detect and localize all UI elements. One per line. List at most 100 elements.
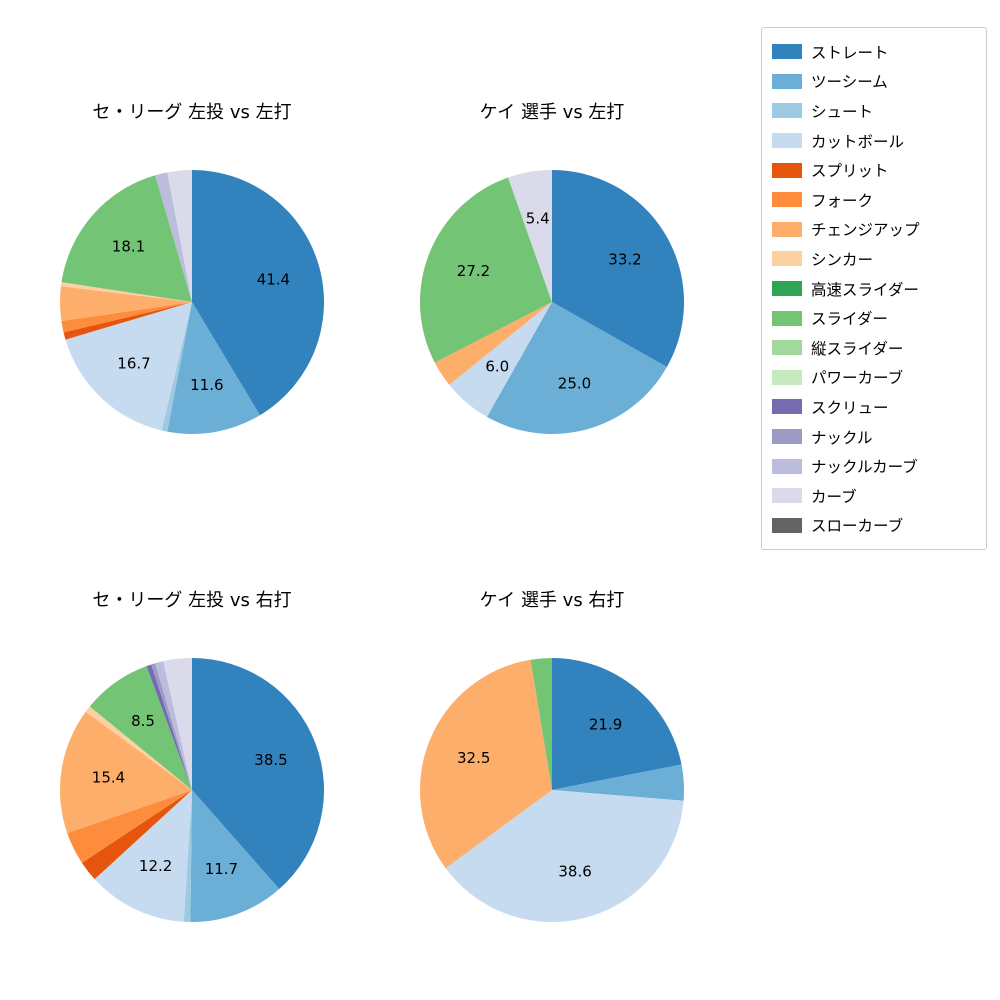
chart-title: ケイ 選手 vs 左打 — [479, 102, 625, 123]
slice-pct-label: 25.0 — [558, 374, 591, 392]
pie-slice — [434, 302, 552, 385]
legend-swatch — [772, 488, 802, 504]
legend-label: ツーシーム — [811, 73, 888, 92]
pie-slice — [190, 790, 280, 923]
pie-slice — [445, 790, 684, 923]
legend-item: シュート — [772, 96, 976, 126]
pie-chart-2: ケイ 選手 vs 左打 33.2 25.0 6.0 27.2 5.4 — [362, 100, 742, 448]
slice-pct-label: 21.9 — [589, 716, 622, 734]
pie-svg: 21.9 38.6 32.5 — [420, 658, 684, 923]
legend-label: パワーカーブ — [811, 369, 904, 388]
pie-slice — [192, 170, 324, 416]
legend-item: チェンジアップ — [772, 215, 976, 245]
pie-slice — [508, 170, 552, 302]
pie-slice — [530, 658, 552, 790]
legend-swatch — [772, 281, 802, 297]
pie-slice — [94, 790, 192, 922]
slice-pct-label: 11.6 — [190, 376, 223, 394]
slice-pct-label: 5.4 — [526, 210, 550, 228]
legend-label: カーブ — [811, 487, 857, 506]
pie-slice — [60, 282, 192, 302]
pie-slice — [89, 666, 192, 790]
legend-label: シュート — [811, 102, 874, 121]
pie-slice — [161, 302, 192, 432]
legend-swatch — [772, 251, 802, 267]
legend-swatch — [772, 133, 802, 149]
slice-pct-label: 11.7 — [205, 860, 238, 878]
pie-slice — [155, 661, 192, 790]
pie-slice — [63, 302, 192, 340]
legend-swatch — [772, 221, 802, 237]
legend-label: フォーク — [811, 191, 874, 210]
pie-slice — [163, 658, 192, 790]
legend-item: カットボール — [772, 126, 976, 156]
pie-slice — [85, 706, 192, 790]
pie-slice — [65, 302, 192, 431]
legend-item: スローカーブ — [772, 511, 976, 541]
chart-title: ケイ 選手 vs 右打 — [479, 590, 625, 611]
legend-item: フォーク — [772, 185, 976, 215]
pie-slice — [420, 659, 552, 869]
pie-slice — [67, 790, 192, 863]
pie-slice — [146, 664, 192, 790]
legend-swatch — [772, 517, 802, 533]
slice-pct-label: 8.5 — [131, 712, 155, 730]
legend-label: ナックル — [811, 428, 873, 447]
pie-chart-4: ケイ 選手 vs 右打 21.9 38.6 32.5 — [362, 588, 742, 936]
slice-pct-label: 27.2 — [457, 262, 490, 280]
legend: ストレートツーシームシュートカットボール スプリットフォークチェンジアップ シンカー… — [761, 27, 987, 551]
pie-slice — [552, 170, 684, 368]
pie-slice — [151, 663, 192, 790]
legend-swatch — [772, 73, 802, 89]
legend-item: ストレート — [772, 37, 976, 67]
legend-item: 高速スライダー — [772, 274, 976, 304]
pie-slice — [552, 764, 684, 801]
pie-slice — [449, 302, 552, 417]
slice-pct-label: 6.0 — [485, 357, 509, 375]
legend-item: ツーシーム — [772, 67, 976, 97]
slice-pct-label: 12.2 — [139, 857, 172, 875]
legend-item: 縦スライダー — [772, 333, 976, 363]
pie-slice — [192, 658, 324, 890]
pie-chart-1: セ・リーグ 左投 vs 左打 41.4 11.6 16.7 18.1 — [2, 100, 382, 448]
legend-label: ストレート — [811, 43, 889, 62]
pie-slice — [167, 302, 260, 434]
pie-svg: 41.4 11.6 16.7 18.1 — [60, 170, 324, 434]
legend-swatch — [772, 340, 802, 356]
legend-label: チェンジアップ — [811, 221, 920, 240]
legend-swatch — [772, 310, 802, 326]
slice-pct-label: 15.4 — [92, 768, 125, 786]
legend-swatch — [772, 44, 802, 60]
chart-title: セ・リーグ 左投 vs 左打 — [92, 102, 292, 123]
legend-swatch — [772, 103, 802, 119]
legend-item: ナックルカーブ — [772, 451, 976, 481]
legend-label: スクリュー — [811, 398, 889, 417]
pie-svg: 33.2 25.0 6.0 27.2 5.4 — [420, 170, 684, 434]
pie-slice — [61, 302, 192, 333]
pie-slice — [155, 172, 192, 302]
legend-swatch — [772, 369, 802, 385]
slice-pct-label: 32.5 — [457, 749, 490, 767]
legend-item: シンカー — [772, 244, 976, 274]
slice-pct-label: 38.6 — [558, 862, 591, 880]
legend-label: スプリット — [811, 162, 889, 181]
pie-slice — [486, 302, 667, 434]
pie-slice — [552, 658, 682, 790]
legend-label: ナックルカーブ — [811, 458, 918, 477]
legend-label: カットボール — [811, 132, 905, 151]
slice-pct-label: 33.2 — [608, 251, 641, 269]
legend-swatch — [772, 399, 802, 415]
legend-swatch — [772, 162, 802, 178]
legend-item: スクリュー — [772, 392, 976, 422]
slice-pct-label: 38.5 — [254, 751, 287, 769]
legend-swatch — [772, 429, 802, 445]
pie-slice — [61, 175, 192, 302]
pie-svg: 38.5 11.7 12.2 15.4 8.5 — [59, 658, 324, 923]
pie-slice — [167, 170, 192, 302]
legend-swatch — [772, 192, 802, 208]
legend-label: シンカー — [811, 250, 874, 269]
pie-slice — [60, 286, 192, 322]
legend-item: スライダー — [772, 303, 976, 333]
legend-label: スライダー — [811, 310, 888, 329]
